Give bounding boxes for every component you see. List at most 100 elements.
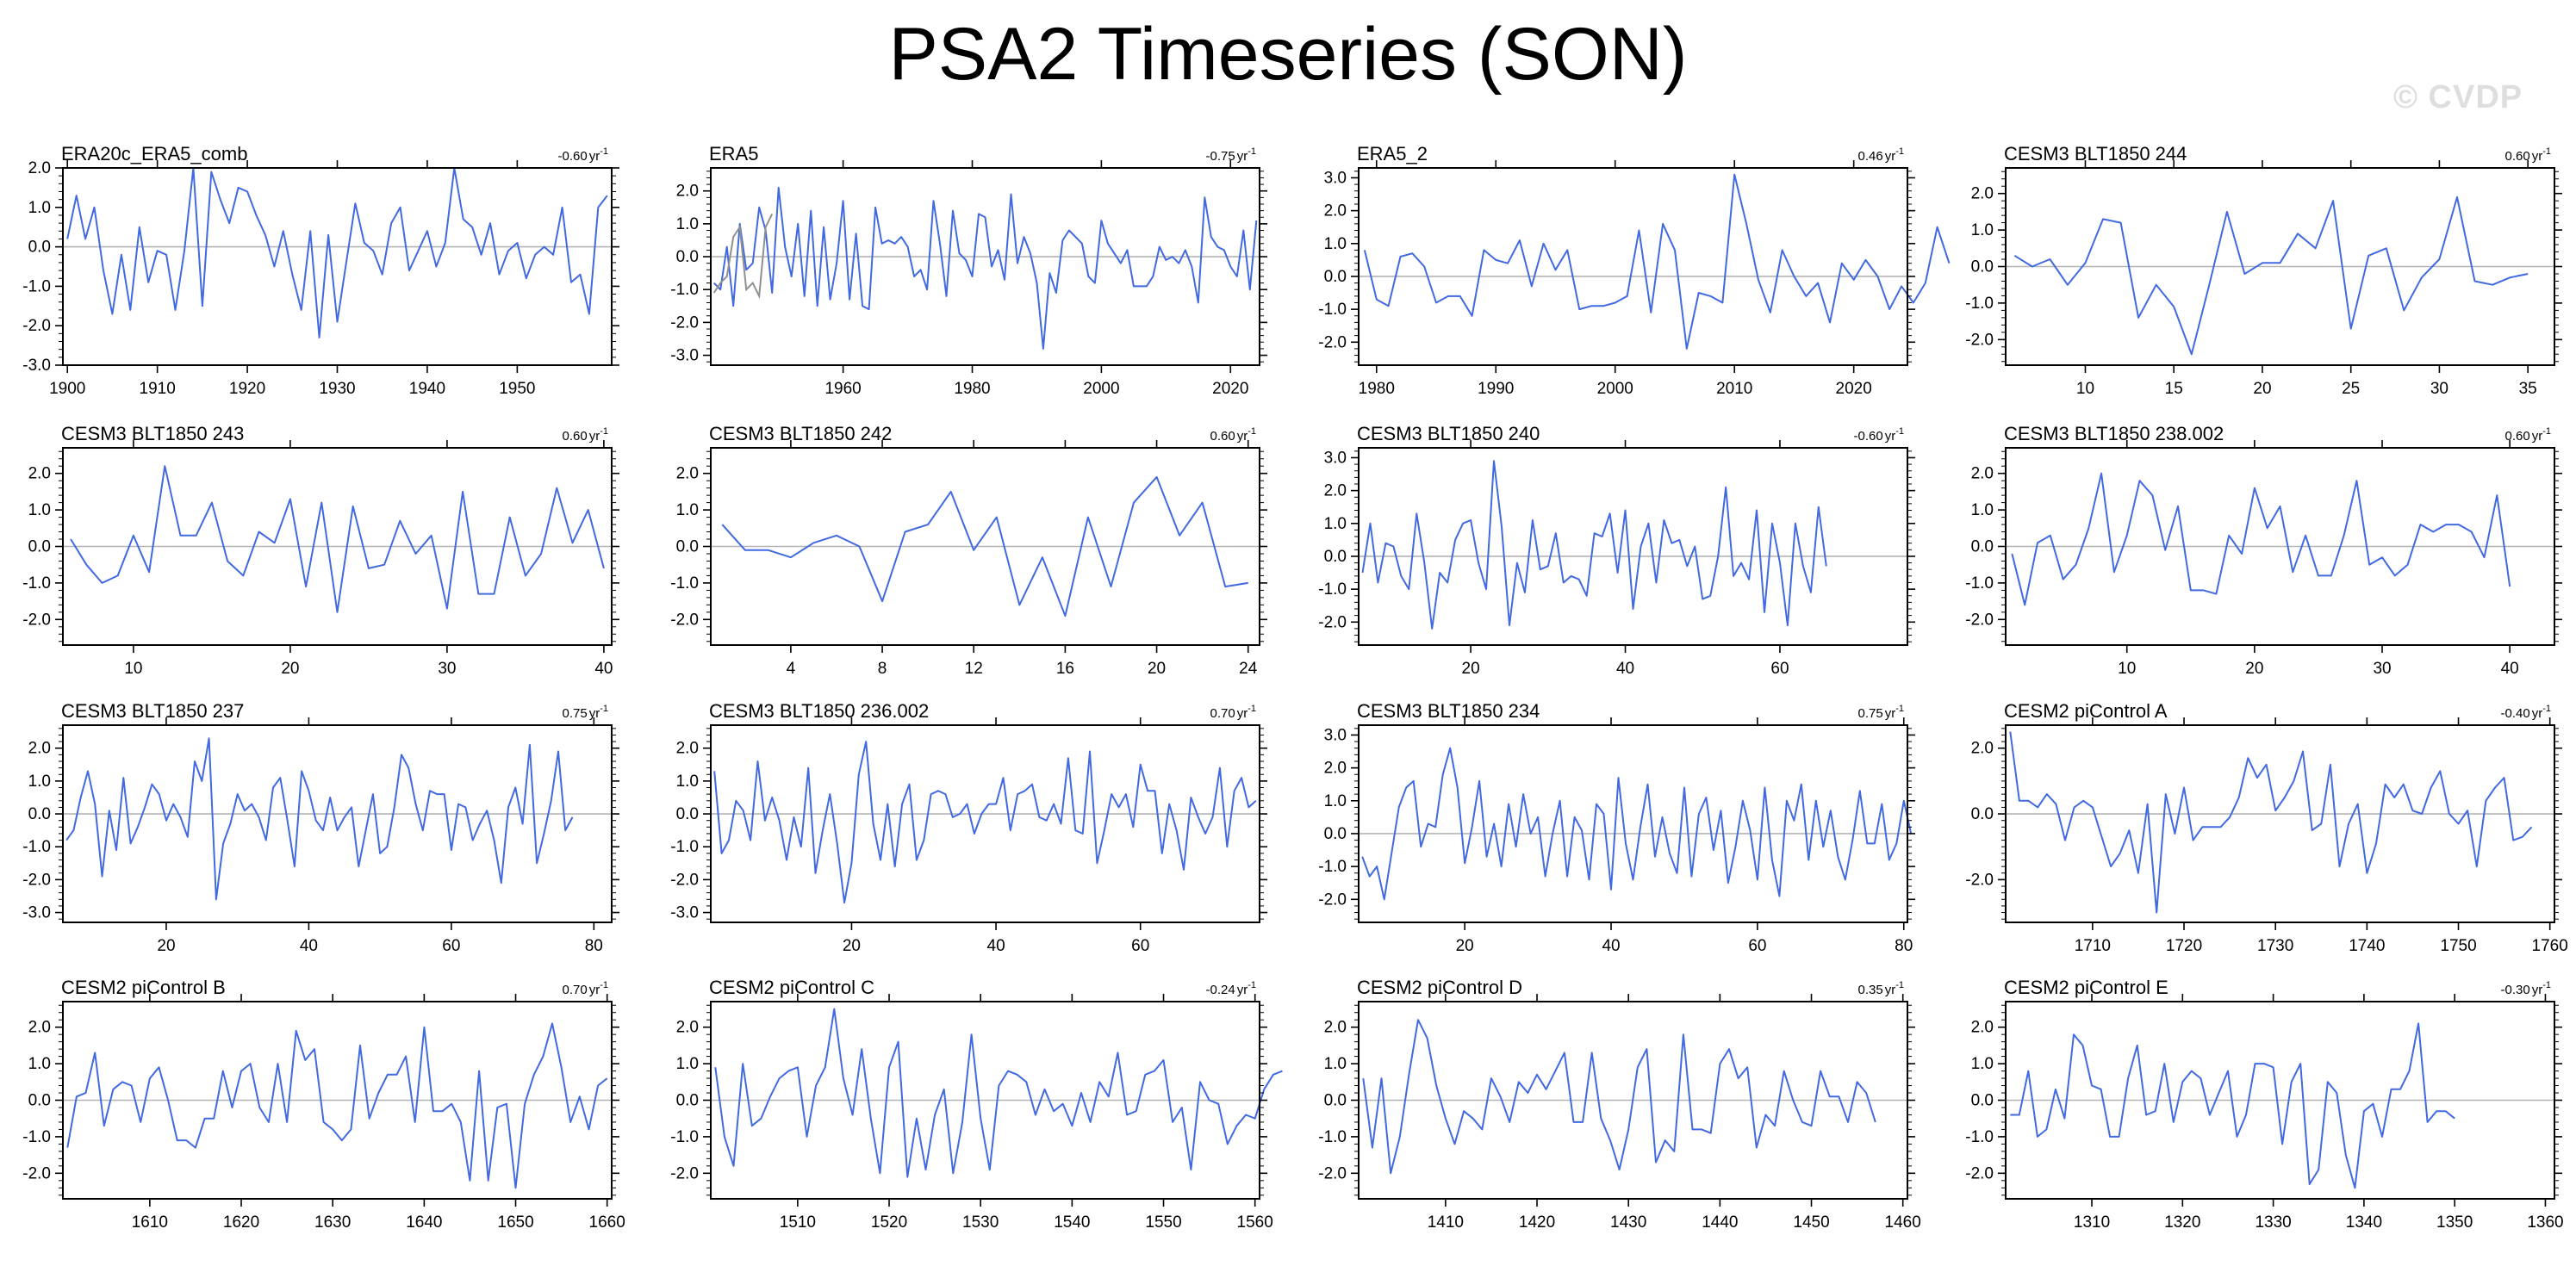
panel-title: ERA5_2	[1357, 143, 1428, 164]
series-line	[1361, 460, 1827, 630]
panel-title: ERA20c_ERA5_comb	[61, 143, 247, 164]
y-tick-label: 1.0	[676, 215, 699, 233]
x-tick-label: 1330	[2255, 1213, 2291, 1232]
plot-frame	[710, 724, 1260, 923]
trend-label: 0.60 yr-1	[2505, 426, 2551, 444]
x-tick-label: 8	[878, 660, 887, 678]
timeseries-panel: 2.0 1.0 0.0 -1.0 -2.0 1610 1620 1630 1640 1650 166…	[22, 977, 625, 1232]
x-tick-label: 1410	[1428, 1213, 1464, 1232]
trend-exponent: -1	[2542, 980, 2551, 990]
x-tick-label: 1980	[954, 380, 990, 398]
x-tick-label: 1560	[1237, 1213, 1273, 1232]
x-tick-label: 40	[987, 937, 1005, 955]
series-line	[70, 465, 605, 613]
trend-value: 0.75	[563, 706, 588, 721]
x-tick-label: 80	[585, 937, 603, 955]
x-tick-label: 1360	[2527, 1213, 2563, 1232]
timeseries-panel: 2.0 1.0 0.0 -1.0 -2.0 10 20 30 40 CESM3 BLT1850 2…	[1965, 423, 2562, 678]
x-tick-label: 20	[1462, 660, 1480, 678]
timeseries-panel: 2.0 1.0 0.0 -1.0 -2.0 -3.0 20 40 60 80 CESM3 BLT18…	[22, 700, 619, 955]
y-tick-label: -2.0	[670, 1164, 699, 1182]
trend-value: -0.30	[2501, 983, 2530, 997]
panel-title: ERA5	[709, 143, 758, 164]
y-tick-label: -2.0	[1965, 331, 1994, 349]
x-tick-label: 1530	[962, 1213, 999, 1232]
y-tick-label: -2.0	[1318, 333, 1347, 351]
y-tick-label: 2.0	[1324, 760, 1347, 778]
y-tick-label: 2.0	[1324, 482, 1347, 500]
x-tick-label: 1610	[132, 1213, 168, 1232]
y-tick-label: -2.0	[22, 1164, 51, 1182]
y-tick-label: -3.0	[22, 357, 51, 375]
panel-title: CESM3 BLT1850 237	[61, 700, 244, 722]
y-tick-label: -1.0	[22, 277, 51, 295]
y-tick-label: 1.0	[1971, 501, 1994, 519]
y-tick-label: -2.0	[670, 611, 699, 629]
trend-label: -0.40 yr-1	[2501, 704, 2551, 721]
trend-label: -0.75 yr-1	[1206, 146, 1256, 164]
panel-title: CESM3 BLT1850 234	[1357, 700, 1540, 722]
panel-title: CESM3 BLT1850 238.002	[2004, 423, 2224, 444]
trend-value: 0.35	[1858, 983, 1883, 997]
trend-label: -0.30 yr-1	[2501, 980, 2551, 997]
trend-label: 0.75 yr-1	[563, 704, 608, 721]
plot-frame	[62, 724, 613, 923]
x-tick-label: 1950	[499, 380, 535, 398]
y-tick-label: 0.0	[1324, 825, 1347, 843]
x-tick-label: 2000	[1597, 380, 1633, 398]
trend-exponent: -1	[600, 146, 608, 157]
y-tick-label: 1.0	[28, 501, 51, 519]
x-tick-label: 1720	[2166, 937, 2202, 955]
y-tick-label: 1.0	[1971, 1055, 1994, 1073]
y-tick-label: -2.0	[1318, 1164, 1347, 1182]
y-tick-label: -2.0	[1965, 1164, 1994, 1182]
timeseries-panel: 2.0 1.0 0.0 -1.0 -2.0 4 8 12 16 20 24 CESM3 BLT1850…	[670, 423, 1267, 678]
x-tick-label: 20	[2245, 660, 2263, 678]
series-line	[1362, 1019, 1876, 1175]
trend-label: -0.24 yr-1	[1206, 980, 1256, 997]
x-tick-label: 1420	[1519, 1213, 1555, 1232]
trend-exponent: -1	[2542, 146, 2551, 157]
x-tick-label: 35	[2519, 380, 2537, 398]
x-tick-label: 30	[438, 660, 456, 678]
y-tick-label: -2.0	[1965, 871, 1994, 889]
timeseries-panel: 2.0 0.0 -2.0 1710 1720 1730 1740 1750 1760 CESM2 …	[1965, 700, 2568, 955]
y-tick-label: -1.0	[1965, 295, 1994, 313]
series-line	[2013, 195, 2529, 356]
x-tick-label: 2010	[1716, 380, 1752, 398]
x-tick-label: 1650	[497, 1213, 533, 1232]
x-tick-label: 1900	[49, 380, 85, 398]
panel-title: CESM3 BLT1850 240	[1357, 423, 1540, 444]
y-tick-label: -1.0	[1965, 574, 1994, 593]
x-tick-label: 1740	[2349, 937, 2385, 955]
x-tick-label: 10	[124, 660, 142, 678]
y-tick-label: 2.0	[676, 465, 699, 483]
x-tick-label: 20	[2253, 380, 2271, 398]
y-tick-label: -1.0	[22, 1128, 51, 1146]
x-tick-label: 40	[1602, 937, 1620, 955]
plot-frame	[1358, 167, 1908, 366]
trend-exponent: -1	[2542, 704, 2551, 714]
y-tick-label: 1.0	[28, 199, 51, 217]
y-tick-label: 0.0	[676, 805, 699, 823]
trend-unit: yr	[589, 429, 600, 444]
x-tick-label: 20	[843, 937, 861, 955]
y-tick-label: -2.0	[670, 871, 699, 889]
trend-value: -0.60	[558, 149, 588, 164]
y-tick-label: 1.0	[676, 773, 699, 791]
series-line	[1361, 747, 1913, 901]
x-tick-label: 60	[442, 937, 460, 955]
y-tick-label: -1.0	[1965, 1128, 1994, 1146]
trend-unit: yr	[2532, 983, 2543, 997]
x-tick-label: 1520	[871, 1213, 907, 1232]
y-tick-label: 2.0	[676, 740, 699, 758]
trend-label: 0.70 yr-1	[1210, 704, 1256, 721]
x-tick-label: 40	[2501, 660, 2519, 678]
trend-label: -0.60 yr-1	[558, 146, 608, 164]
y-tick-label: 2.0	[1971, 1019, 1994, 1037]
panel-title: CESM3 BLT1850 236.002	[709, 700, 929, 722]
y-tick-label: 1.0	[1324, 792, 1347, 810]
y-tick-label: -2.0	[1318, 613, 1347, 631]
panel-title: CESM2 piControl D	[1357, 977, 1522, 998]
series-line	[1363, 173, 1951, 350]
